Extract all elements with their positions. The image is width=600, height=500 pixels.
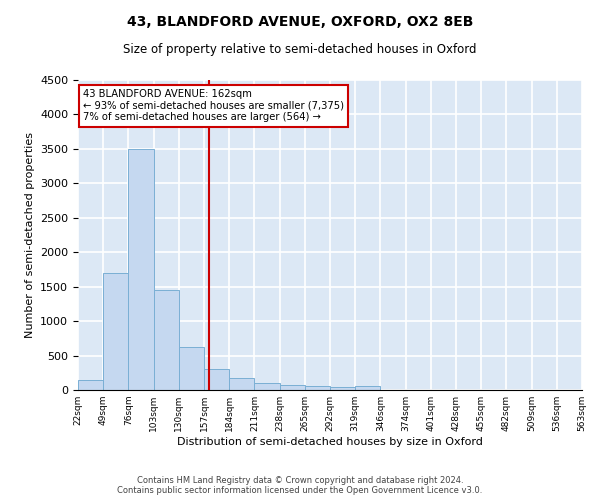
Bar xyxy=(78,380,103,390)
Text: 43 BLANDFORD AVENUE: 162sqm
← 93% of semi-detached houses are smaller (7,375)
7%: 43 BLANDFORD AVENUE: 162sqm ← 93% of sem… xyxy=(83,90,344,122)
Bar xyxy=(254,383,280,390)
Bar xyxy=(204,370,229,390)
Bar xyxy=(128,149,154,390)
Y-axis label: Number of semi-detached properties: Number of semi-detached properties xyxy=(25,132,35,338)
Text: Contains HM Land Registry data © Crown copyright and database right 2024.
Contai: Contains HM Land Registry data © Crown c… xyxy=(118,476,482,495)
Bar xyxy=(355,386,380,390)
X-axis label: Distribution of semi-detached houses by size in Oxford: Distribution of semi-detached houses by … xyxy=(177,437,483,447)
Bar xyxy=(103,273,128,390)
Bar xyxy=(330,386,355,390)
Bar xyxy=(305,386,330,390)
Bar xyxy=(154,290,179,390)
Text: 43, BLANDFORD AVENUE, OXFORD, OX2 8EB: 43, BLANDFORD AVENUE, OXFORD, OX2 8EB xyxy=(127,15,473,29)
Bar xyxy=(179,347,204,390)
Bar xyxy=(229,378,254,390)
Bar xyxy=(280,385,305,390)
Text: Size of property relative to semi-detached houses in Oxford: Size of property relative to semi-detach… xyxy=(123,42,477,56)
